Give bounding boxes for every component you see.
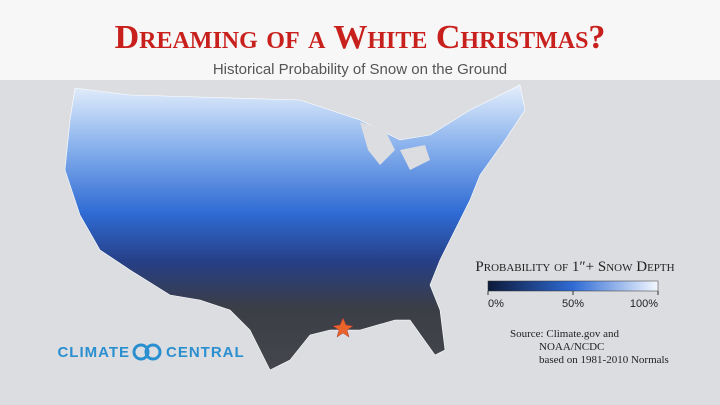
star-marker bbox=[332, 317, 354, 338]
legend-tick-label: 100% bbox=[630, 298, 658, 310]
title: Dreaming of a White Christmas? bbox=[115, 19, 606, 56]
logo-icon bbox=[132, 343, 150, 361]
legend-title: Probability of 1″+ Snow Depth bbox=[475, 259, 674, 275]
source-line: NOAA/NCDC bbox=[539, 341, 604, 353]
legend-bar bbox=[487, 280, 659, 292]
legend-tick-label: 0% bbox=[488, 298, 504, 310]
great-lakes bbox=[360, 122, 430, 170]
subtitle: Historical Probability of Snow on the Gr… bbox=[213, 61, 507, 78]
legend-ticks: 0% 50% 100% bbox=[487, 291, 659, 310]
source-line: Source: Climate.gov and bbox=[510, 328, 620, 340]
logo-text: CENTRAL bbox=[166, 344, 245, 361]
logo-text: CLIMATE bbox=[57, 344, 130, 361]
legend-tick-label: 50% bbox=[562, 298, 584, 310]
logo-icon bbox=[144, 343, 162, 361]
header-band bbox=[0, 0, 720, 80]
source-line: based on 1981-2010 Normals bbox=[539, 354, 669, 366]
